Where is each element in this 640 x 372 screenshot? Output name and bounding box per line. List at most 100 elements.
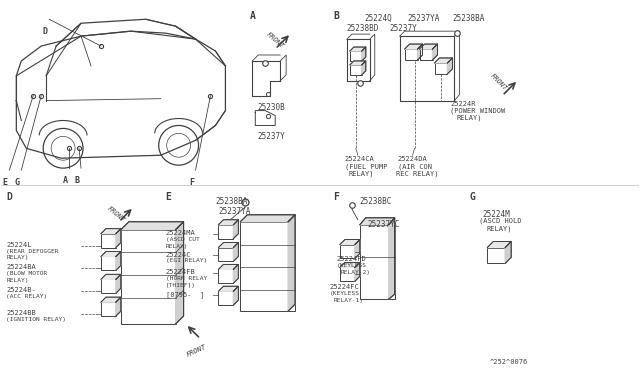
- Text: E: E: [166, 192, 172, 202]
- Polygon shape: [447, 58, 452, 74]
- Text: 25224Q: 25224Q: [365, 14, 392, 23]
- Bar: [218, 247, 234, 262]
- Polygon shape: [101, 251, 121, 256]
- Text: RELAY-2): RELAY-2): [341, 270, 371, 275]
- Text: (FUEL PUMP: (FUEL PUMP: [345, 163, 387, 170]
- Bar: [487, 247, 505, 263]
- Text: F: F: [189, 178, 194, 187]
- Bar: [404, 49, 417, 60]
- Bar: [340, 267, 355, 281]
- Bar: [241, 222, 295, 311]
- Bar: [340, 244, 355, 259]
- Text: (ASCD CUT: (ASCD CUT: [166, 237, 200, 242]
- Polygon shape: [340, 240, 360, 244]
- Text: B: B: [74, 176, 79, 185]
- Text: 25224FC: 25224FC: [330, 284, 360, 290]
- Text: A: A: [250, 11, 256, 21]
- Polygon shape: [288, 215, 295, 311]
- Text: 25224MA: 25224MA: [166, 230, 195, 236]
- Text: D: D: [6, 192, 12, 202]
- Bar: [101, 234, 116, 247]
- Text: 25224BA: 25224BA: [6, 264, 36, 270]
- Polygon shape: [218, 264, 238, 269]
- Text: 25224L: 25224L: [6, 241, 32, 248]
- Text: 25224FD: 25224FD: [337, 256, 367, 263]
- Text: (REAR DEFOGGER: (REAR DEFOGGER: [6, 248, 59, 254]
- Bar: [218, 291, 234, 305]
- Text: 25237YC: 25237YC: [368, 220, 400, 229]
- Text: (KEYLESS: (KEYLESS: [330, 291, 360, 296]
- Text: D: D: [43, 27, 48, 36]
- Text: 25224C: 25224C: [166, 251, 191, 257]
- Polygon shape: [116, 274, 121, 293]
- Polygon shape: [404, 44, 422, 49]
- Polygon shape: [101, 229, 121, 234]
- Text: 25237Y: 25237Y: [390, 24, 417, 33]
- Polygon shape: [218, 243, 238, 247]
- Text: (IGNITION RELAY): (IGNITION RELAY): [6, 317, 67, 322]
- Text: 25238BA: 25238BA: [452, 14, 484, 23]
- Text: FRONT: FRONT: [489, 73, 509, 92]
- Polygon shape: [435, 58, 452, 63]
- Polygon shape: [362, 47, 366, 61]
- Polygon shape: [101, 274, 121, 279]
- Text: G: G: [15, 178, 20, 187]
- Polygon shape: [340, 262, 360, 267]
- Bar: [218, 225, 234, 238]
- Polygon shape: [417, 44, 422, 60]
- Bar: [420, 49, 433, 60]
- Text: [0795-  ]: [0795- ]: [166, 291, 204, 298]
- Text: RELAY): RELAY): [6, 256, 29, 260]
- Polygon shape: [362, 61, 366, 75]
- Text: (ACC RELAY): (ACC RELAY): [6, 294, 47, 299]
- Bar: [350, 65, 362, 75]
- Polygon shape: [116, 229, 121, 247]
- Text: 25224BB: 25224BB: [6, 310, 36, 316]
- Polygon shape: [487, 241, 511, 247]
- Text: REC RELAY): REC RELAY): [396, 170, 438, 177]
- Text: G: G: [469, 192, 476, 202]
- Polygon shape: [175, 222, 184, 324]
- Text: (KEYLESS: (KEYLESS: [337, 263, 367, 269]
- Polygon shape: [218, 286, 238, 291]
- Text: 25238BD: 25238BD: [347, 24, 380, 33]
- Bar: [101, 302, 116, 316]
- Bar: [360, 225, 395, 299]
- Polygon shape: [420, 44, 438, 49]
- Text: RELAY): RELAY): [486, 226, 512, 232]
- Polygon shape: [355, 262, 360, 281]
- Text: [THIEF]): [THIEF]): [166, 283, 196, 288]
- Text: 25224DA: 25224DA: [397, 156, 428, 162]
- Text: (AIR CON: (AIR CON: [397, 163, 431, 170]
- Polygon shape: [505, 241, 511, 263]
- Polygon shape: [218, 220, 238, 225]
- Bar: [121, 230, 175, 324]
- Text: RELAY): RELAY): [456, 115, 482, 121]
- Polygon shape: [350, 61, 366, 65]
- Text: 25224R: 25224R: [451, 101, 476, 107]
- Text: 25224FB: 25224FB: [166, 269, 195, 275]
- Polygon shape: [433, 44, 438, 60]
- Bar: [101, 279, 116, 293]
- Text: 25238BC: 25238BC: [360, 197, 392, 206]
- Polygon shape: [234, 286, 238, 305]
- Bar: [101, 256, 116, 270]
- Polygon shape: [388, 218, 395, 299]
- Text: RELAY): RELAY): [349, 170, 374, 177]
- Bar: [350, 51, 362, 61]
- Text: (ASCD HOLD: (ASCD HOLD: [479, 218, 522, 224]
- Text: 25237YA: 25237YA: [218, 207, 251, 216]
- Polygon shape: [241, 215, 295, 222]
- Text: RELAY): RELAY): [166, 244, 188, 248]
- Text: RELAY-1): RELAY-1): [334, 298, 364, 303]
- Text: F: F: [333, 192, 339, 202]
- Polygon shape: [234, 243, 238, 262]
- Text: 25237YA: 25237YA: [408, 14, 440, 23]
- Polygon shape: [350, 47, 366, 51]
- Bar: [218, 269, 234, 283]
- Polygon shape: [234, 264, 238, 283]
- Text: (POWER WINDOW: (POWER WINDOW: [451, 108, 506, 114]
- Text: 25224CA: 25224CA: [345, 156, 374, 162]
- Text: (BLOW MOTOR: (BLOW MOTOR: [6, 271, 47, 276]
- Polygon shape: [355, 240, 360, 259]
